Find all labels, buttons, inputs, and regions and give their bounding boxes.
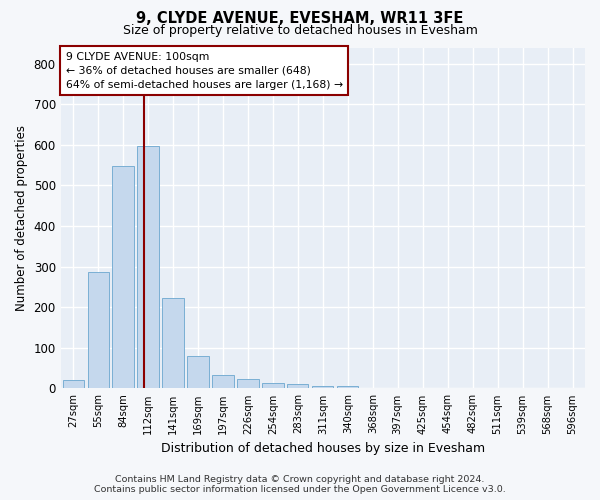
- Bar: [187, 356, 209, 388]
- Bar: [337, 386, 358, 388]
- X-axis label: Distribution of detached houses by size in Evesham: Distribution of detached houses by size …: [161, 442, 485, 455]
- Text: 9 CLYDE AVENUE: 100sqm
← 36% of detached houses are smaller (648)
64% of semi-de: 9 CLYDE AVENUE: 100sqm ← 36% of detached…: [65, 52, 343, 90]
- Bar: [112, 166, 134, 388]
- Bar: [238, 379, 259, 388]
- Bar: [212, 374, 233, 388]
- Text: Size of property relative to detached houses in Evesham: Size of property relative to detached ho…: [122, 24, 478, 37]
- Bar: [312, 386, 334, 388]
- Bar: [137, 146, 158, 388]
- Y-axis label: Number of detached properties: Number of detached properties: [15, 125, 28, 311]
- Bar: [88, 272, 109, 388]
- Text: 9, CLYDE AVENUE, EVESHAM, WR11 3FE: 9, CLYDE AVENUE, EVESHAM, WR11 3FE: [136, 11, 464, 26]
- Bar: [163, 298, 184, 388]
- Bar: [62, 380, 84, 388]
- Text: Contains HM Land Registry data © Crown copyright and database right 2024.
Contai: Contains HM Land Registry data © Crown c…: [94, 474, 506, 494]
- Bar: [287, 384, 308, 388]
- Bar: [262, 383, 284, 388]
